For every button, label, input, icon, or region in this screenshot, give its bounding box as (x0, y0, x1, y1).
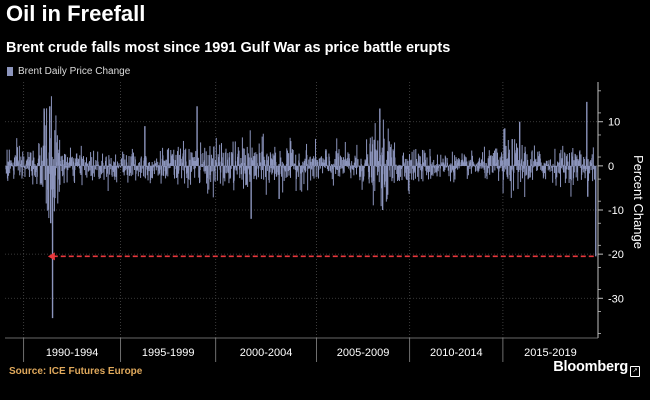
y-tick-label: -10 (608, 205, 624, 217)
y-tick-label: 0 (608, 161, 614, 173)
x-category-label: 2005-2009 (337, 347, 390, 359)
chart-title: Oil in Freefall (6, 1, 146, 26)
legend-swatch (7, 67, 13, 76)
y-tick-label: 10 (608, 117, 620, 129)
legend-label: Brent Daily Price Change (18, 66, 131, 77)
x-category-label: 1990-1994 (46, 347, 99, 359)
source-note: Source: ICE Futures Europe (9, 366, 143, 377)
x-category-label: 1995-1999 (142, 347, 195, 359)
y-tick-label: -30 (608, 293, 624, 305)
x-category-label: 2010-2014 (430, 347, 483, 359)
chart-subtitle: Brent crude falls most since 1991 Gulf W… (6, 40, 451, 56)
y-tick-label: -20 (608, 249, 624, 261)
x-category-label: 2000-2004 (240, 347, 293, 359)
x-category-label: 2015-2019 (524, 347, 577, 359)
bloomberg-logo-icon: ↗ (630, 366, 640, 377)
series-bars (5, 96, 595, 219)
annotation-arrowhead (47, 252, 55, 261)
brand-logo: Bloomberg (553, 359, 628, 375)
legend: Brent Daily Price Change (7, 66, 130, 77)
y-axis-title: Percent Change (631, 155, 646, 249)
